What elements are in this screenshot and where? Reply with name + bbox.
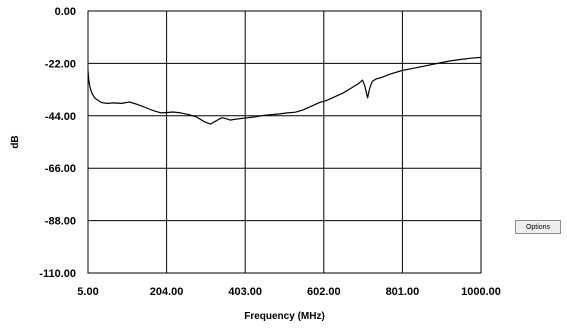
x-axis-title: Frequency (MHz)	[244, 311, 325, 322]
options-button[interactable]: Options	[515, 220, 561, 234]
y-tick-label: -110.00	[39, 268, 76, 280]
x-tick-labels: 5.00 204.00 403.00 602.00 801.00 1000.00	[77, 286, 501, 298]
y-tick-labels: 0.00 -22.00 -44.00 -66.00 -88.00 -110.00	[39, 6, 76, 280]
x-tick-label: 204.00	[150, 286, 184, 298]
y-tick-label: -88.00	[45, 216, 76, 228]
y-tick-label: 0.00	[55, 6, 76, 18]
x-tick-label: 602.00	[307, 286, 341, 298]
x-tick-label: 5.00	[77, 286, 98, 298]
series-line	[87, 56, 482, 125]
y-tick-label: -44.00	[45, 111, 76, 123]
series-layer	[87, 56, 482, 125]
y-axis-title: dB	[10, 135, 21, 148]
x-tick-label: 801.00	[386, 286, 420, 298]
grid	[88, 11, 481, 273]
plot-area-frame	[87, 10, 482, 274]
y-tick-label: -22.00	[45, 58, 76, 70]
x-tick-label: 1000.00	[461, 286, 501, 298]
y-tick-label: -66.00	[45, 163, 76, 175]
x-tick-label: 403.00	[228, 286, 262, 298]
